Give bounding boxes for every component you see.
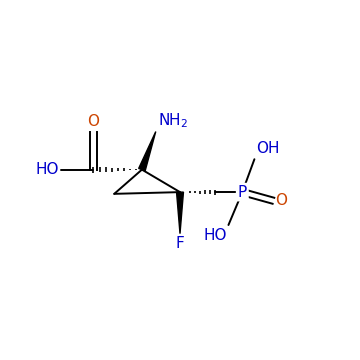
Text: HO: HO <box>203 228 227 243</box>
Text: NH$_2$: NH$_2$ <box>158 111 188 130</box>
Text: O: O <box>87 114 99 129</box>
Text: F: F <box>176 237 184 251</box>
Text: HO: HO <box>35 162 59 177</box>
Text: OH: OH <box>256 141 280 157</box>
Polygon shape <box>176 192 184 234</box>
Polygon shape <box>139 131 156 171</box>
Text: P: P <box>238 185 247 199</box>
Text: O: O <box>275 193 288 208</box>
